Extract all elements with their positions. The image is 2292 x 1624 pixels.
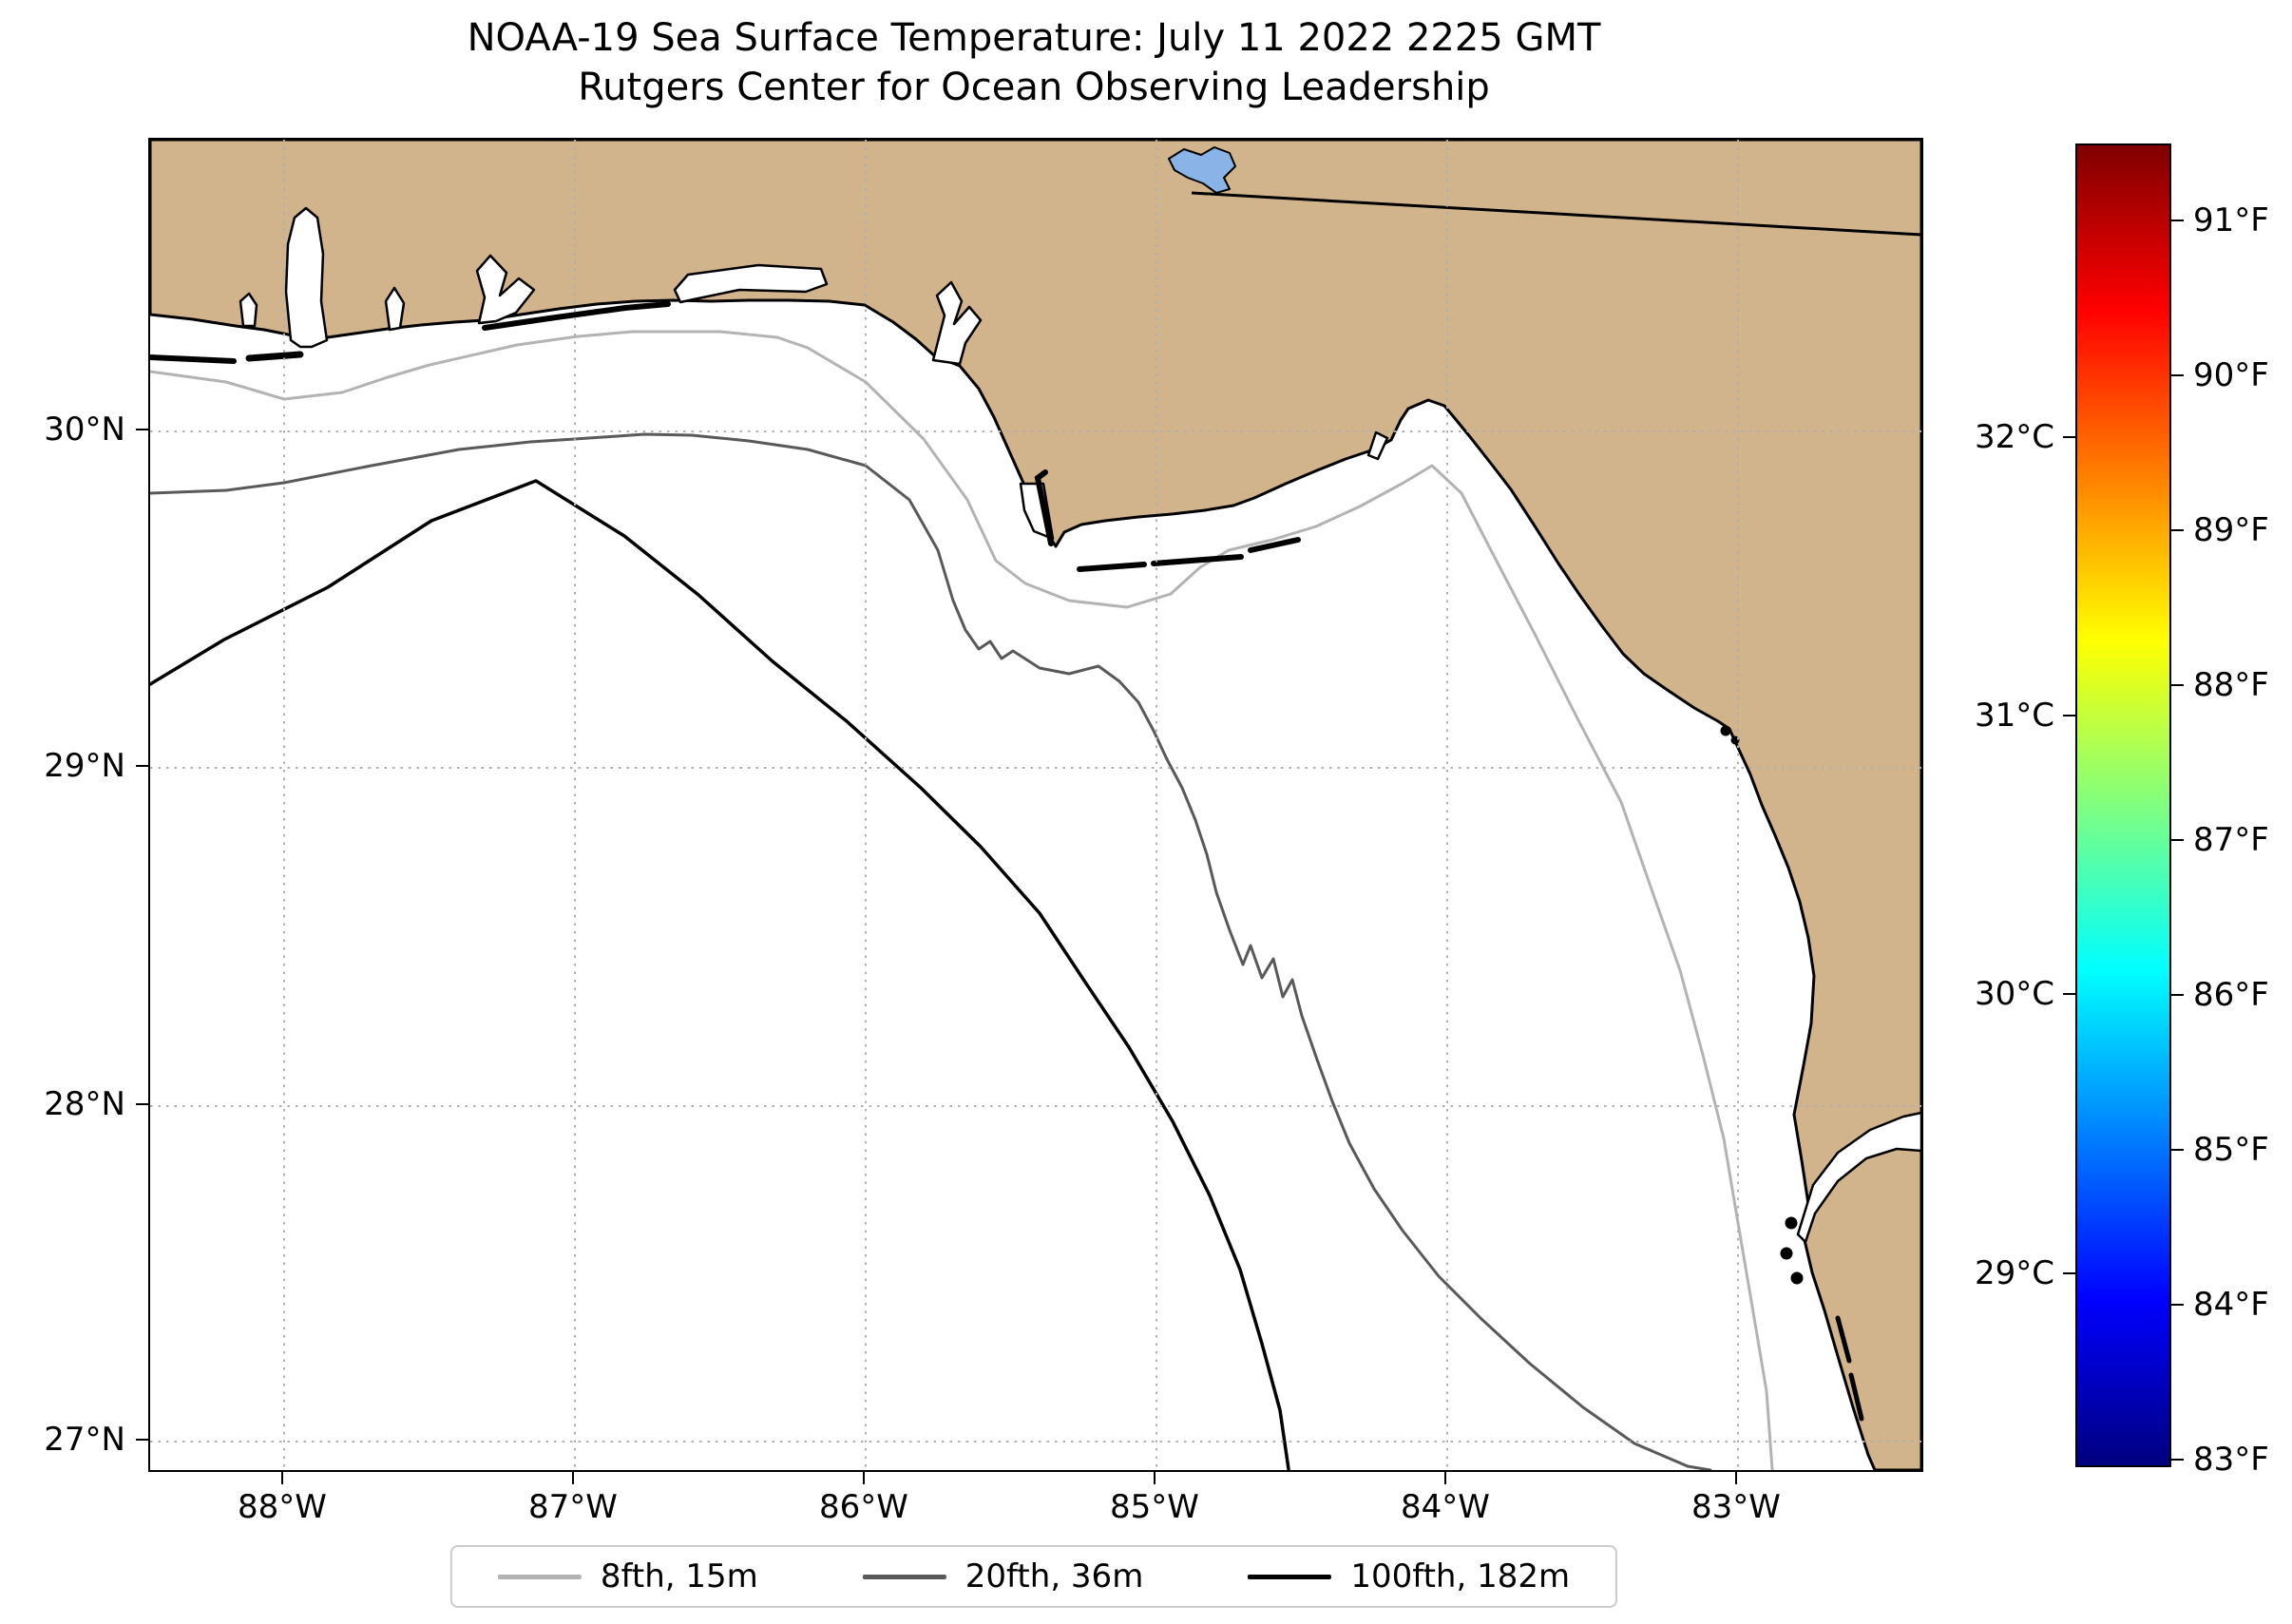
y-axis-tick-mark bbox=[136, 1103, 148, 1105]
x-axis-label-85w: 85°W bbox=[1110, 1488, 1199, 1526]
colorbar-tick-f bbox=[2171, 374, 2184, 376]
cedar-key-island bbox=[1720, 725, 1731, 736]
legend-line-20fth bbox=[862, 1574, 946, 1579]
x-axis-tick-mark bbox=[281, 1472, 283, 1484]
pascagoula-bay bbox=[239, 292, 258, 328]
pensacola-bay bbox=[475, 254, 536, 325]
colorbar-label-87f: 87°F bbox=[2193, 821, 2269, 859]
colorbar-label-32c: 32°C bbox=[1974, 418, 2054, 456]
colorbar-tick-c bbox=[2063, 436, 2075, 438]
st-andrew-bay bbox=[931, 280, 983, 366]
bathymetry-contours bbox=[150, 330, 1774, 1470]
colorbar-label-29c: 29°C bbox=[1974, 1254, 2054, 1292]
colorbar-tick-f bbox=[2171, 684, 2184, 686]
x-axis-label-87w: 87°W bbox=[528, 1488, 618, 1526]
temperature-colorbar bbox=[2075, 143, 2171, 1467]
colorbar-label-91f: 91°F bbox=[2193, 201, 2269, 239]
colorbar-label-30c: 30°C bbox=[1974, 975, 2054, 1013]
y-axis-tick-mark bbox=[136, 1439, 148, 1441]
colorbar-tick-f bbox=[2171, 994, 2184, 996]
colorbar-tick-f bbox=[2171, 1304, 2184, 1306]
barrier-islands bbox=[150, 301, 1864, 1422]
y-axis-tick-mark bbox=[136, 429, 148, 430]
x-axis-label-84w: 84°W bbox=[1401, 1488, 1490, 1526]
legend-item-20fth: 20fth, 36m bbox=[862, 1557, 1144, 1595]
x-axis-tick-mark bbox=[1444, 1472, 1446, 1484]
y-axis-label-30n: 30°N bbox=[44, 411, 125, 449]
graticule bbox=[150, 140, 1921, 1470]
colorbar-label-86f: 86°F bbox=[2193, 976, 2269, 1014]
legend-label-100fth: 100fth, 182m bbox=[1350, 1557, 1571, 1595]
y-axis-label-27n: 27°N bbox=[44, 1421, 125, 1459]
contour-legend: 8fth, 15m 20fth, 36m 100fth, 182m bbox=[449, 1545, 1618, 1608]
colorbar-label-31c: 31°C bbox=[1974, 697, 2054, 735]
plot-title-line2: Rutgers Center for Ocean Observing Leade… bbox=[578, 66, 1490, 109]
x-axis-tick-mark bbox=[1154, 1472, 1156, 1484]
legend-line-100fth bbox=[1248, 1574, 1332, 1579]
st-vincent-island bbox=[1077, 562, 1147, 572]
dauphin-island bbox=[245, 351, 304, 362]
colorbar-label-85f: 85°F bbox=[2193, 1131, 2269, 1169]
dog-island bbox=[1248, 537, 1301, 553]
tampa-bay bbox=[1796, 1111, 1921, 1244]
legend-line-8fth bbox=[497, 1574, 582, 1579]
tampa-mouth-island bbox=[1780, 1247, 1793, 1260]
land-mass bbox=[150, 140, 1921, 1470]
legend-item-100fth: 100fth, 182m bbox=[1248, 1558, 1570, 1595]
x-axis-tick-mark bbox=[572, 1472, 574, 1484]
tampa-mouth-island bbox=[1790, 1271, 1804, 1285]
state-boundary-line bbox=[1191, 191, 1921, 237]
lake-seminole bbox=[1168, 146, 1236, 194]
colorbar-label-89f: 89°F bbox=[2193, 511, 2269, 549]
map-canvas bbox=[150, 140, 1921, 1470]
contour-8fth-15m bbox=[150, 330, 1774, 1470]
x-axis-label-86w: 86°W bbox=[819, 1488, 908, 1526]
contour-20fth-36m bbox=[150, 432, 1712, 1470]
choctawhatchee-bay bbox=[673, 263, 829, 304]
map-plot-area bbox=[148, 138, 1923, 1472]
colorbar-tick-c bbox=[2063, 715, 2075, 716]
colorbar-tick-f bbox=[2171, 1459, 2184, 1461]
colorbar-tick-c bbox=[2063, 993, 2075, 995]
colorbar-tick-f bbox=[2171, 839, 2184, 841]
ochlockonee-bay bbox=[1366, 430, 1389, 461]
legend-label-8fth: 8fth, 15m bbox=[600, 1557, 758, 1595]
contour-100fth-182m bbox=[150, 479, 1290, 1470]
x-axis-tick-mark bbox=[863, 1472, 865, 1484]
mississippi-sound-islands bbox=[150, 354, 237, 364]
colorbar-label-88f: 88°F bbox=[2193, 666, 2269, 704]
colorbar-tick-f bbox=[2171, 529, 2184, 531]
y-axis-label-28n: 28°N bbox=[44, 1085, 125, 1123]
x-axis-tick-mark bbox=[1735, 1472, 1737, 1484]
colorbar-label-84f: 84°F bbox=[2193, 1286, 2269, 1324]
venice-barrier-island bbox=[1848, 1372, 1864, 1422]
x-axis-label-88w: 88°W bbox=[238, 1488, 327, 1526]
colorbar-label-83f: 83°F bbox=[2193, 1441, 2269, 1479]
sarasota-barrier-island bbox=[1835, 1315, 1852, 1364]
x-axis-label-83w: 83°W bbox=[1691, 1488, 1781, 1526]
colorbar-tick-f bbox=[2171, 1149, 2184, 1151]
legend-item-8fth: 8fth, 15m bbox=[497, 1557, 758, 1595]
st-george-island bbox=[1151, 554, 1244, 566]
y-axis-tick-mark bbox=[136, 765, 148, 767]
tampa-mouth-island bbox=[1785, 1216, 1798, 1230]
colorbar-label-90f: 90°F bbox=[2193, 356, 2269, 394]
legend-label-20fth: 20fth, 36m bbox=[965, 1557, 1144, 1595]
y-axis-label-29n: 29°N bbox=[44, 747, 125, 785]
plot-title-line1: NOAA-19 Sea Surface Temperature: July 11… bbox=[467, 16, 1601, 60]
bays bbox=[239, 206, 1921, 1244]
santa-rosa-island bbox=[482, 301, 671, 331]
plot-title: NOAA-19 Sea Surface Temperature: July 11… bbox=[148, 13, 1920, 112]
mobile-bay bbox=[284, 206, 329, 349]
perdido-bay bbox=[384, 286, 406, 332]
colorbar-tick-c bbox=[2063, 1272, 2075, 1274]
colorbar-tick-f bbox=[2171, 220, 2184, 221]
st-joseph-spit bbox=[1034, 469, 1054, 546]
